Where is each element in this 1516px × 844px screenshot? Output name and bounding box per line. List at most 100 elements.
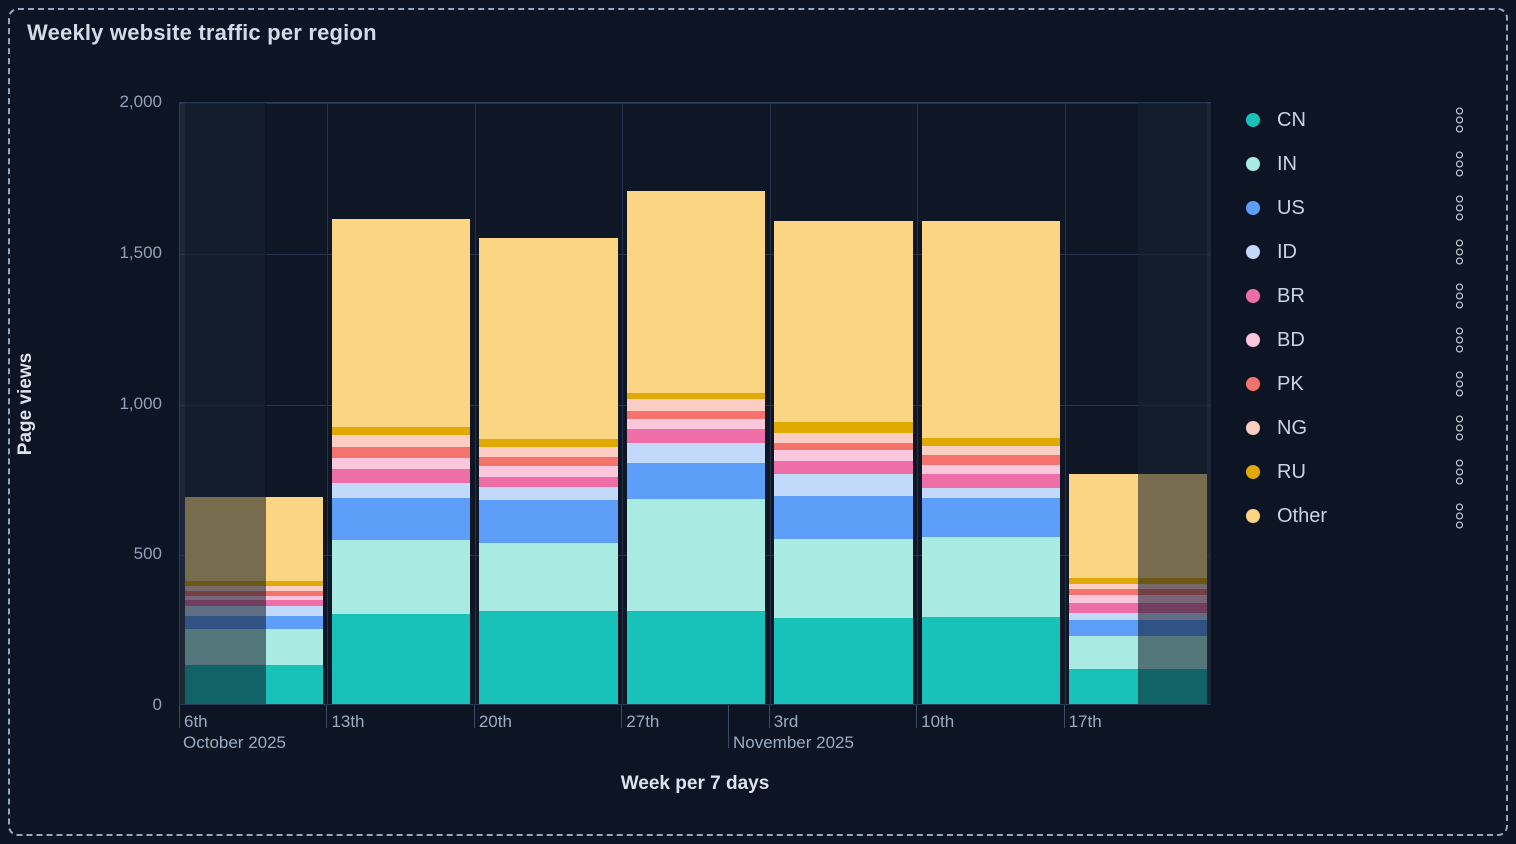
- kebab-menu-icon[interactable]: [1454, 369, 1465, 400]
- bar-segment-PK-20th[interactable]: [479, 456, 618, 467]
- bar-segment-RU-20th[interactable]: [479, 438, 618, 447]
- bar-segment-RU-27th[interactable]: [626, 393, 766, 400]
- kebab-menu-icon[interactable]: [1454, 501, 1465, 532]
- kebab-menu-icon[interactable]: [1454, 325, 1465, 356]
- bar-segment-Other-13th[interactable]: [331, 219, 471, 427]
- bar-segment-US-20th[interactable]: [479, 500, 618, 543]
- legend-item-ID[interactable]: ID: [1243, 230, 1475, 274]
- bar-segment-CN-10th[interactable]: [921, 617, 1061, 704]
- bar-segment-BD-3rd[interactable]: [774, 450, 913, 462]
- kebab-dot: [1456, 468, 1463, 476]
- bar-segment-ID-3rd[interactable]: [774, 474, 913, 497]
- bar-segment-US-10th[interactable]: [921, 497, 1061, 537]
- kebab-menu-icon[interactable]: [1454, 281, 1465, 312]
- bar-segment-RU-10th[interactable]: [921, 437, 1061, 447]
- bar-segment-BD-27th[interactable]: [626, 418, 766, 429]
- bar-segment-PK-17th[interactable]: [1069, 588, 1208, 596]
- kebab-menu-icon[interactable]: [1454, 105, 1465, 136]
- kebab-menu-icon[interactable]: [1454, 149, 1465, 180]
- bar-segment-PK-13th[interactable]: [331, 446, 471, 458]
- bar-segment-CN-17th[interactable]: [1069, 669, 1208, 704]
- bar-segment-NG-27th[interactable]: [626, 399, 766, 412]
- bar-segment-US-27th[interactable]: [626, 463, 766, 500]
- bar-segment-ID-17th[interactable]: [1069, 613, 1208, 620]
- legend-item-RU[interactable]: RU: [1243, 450, 1475, 494]
- bar-segment-Other-17th[interactable]: [1069, 474, 1208, 578]
- bar-segment-BD-13th[interactable]: [331, 457, 471, 470]
- legend-item-US[interactable]: US: [1243, 186, 1475, 230]
- kebab-menu-icon[interactable]: [1454, 237, 1465, 268]
- bar-segment-BR-13th[interactable]: [331, 469, 471, 483]
- bar-segment-RU-17th[interactable]: [1069, 577, 1208, 585]
- kebab-dot: [1456, 257, 1463, 265]
- bar-segment-NG-17th[interactable]: [1069, 584, 1208, 589]
- bar-segment-PK-27th[interactable]: [626, 411, 766, 419]
- legend-item-CN[interactable]: CN: [1243, 98, 1475, 142]
- bar-segment-CN-6th[interactable]: [184, 664, 323, 704]
- bar-segment-IN-20th[interactable]: [479, 542, 618, 612]
- bar-segment-ID-13th[interactable]: [331, 482, 471, 499]
- bar-segment-ID-6th[interactable]: [184, 606, 323, 617]
- bar-segment-NG-10th[interactable]: [921, 446, 1061, 455]
- bar-segment-NG-20th[interactable]: [479, 446, 618, 457]
- legend-item-IN[interactable]: IN: [1243, 142, 1475, 186]
- bar-segment-IN-10th[interactable]: [921, 536, 1061, 618]
- bar-segment-BD-17th[interactable]: [1069, 595, 1208, 604]
- bar-segment-BR-10th[interactable]: [921, 474, 1061, 488]
- bar-segment-CN-27th[interactable]: [626, 610, 766, 704]
- bar-segment-IN-17th[interactable]: [1069, 635, 1208, 670]
- bar-segment-BR-27th[interactable]: [626, 428, 766, 443]
- bar-segment-BR-17th[interactable]: [1069, 603, 1208, 614]
- bar-segment-US-6th[interactable]: [184, 616, 323, 629]
- series-color-dot-icon: [1246, 333, 1260, 347]
- bar-segment-Other-20th[interactable]: [479, 238, 618, 439]
- bar-segment-ID-20th[interactable]: [479, 486, 618, 501]
- bar-segment-US-3rd[interactable]: [774, 496, 913, 540]
- kebab-menu-icon[interactable]: [1454, 193, 1465, 224]
- bar-segment-Other-10th[interactable]: [921, 220, 1061, 438]
- bar-segment-IN-13th[interactable]: [331, 540, 471, 614]
- bar-segment-CN-20th[interactable]: [479, 611, 618, 704]
- x-tick-week-17th: [1063, 705, 1065, 728]
- kebab-dot: [1456, 521, 1463, 529]
- bar-segment-NG-3rd[interactable]: [774, 432, 913, 443]
- y-axis-title: Page views: [15, 352, 36, 456]
- x-tick-week-13th: [326, 705, 328, 728]
- bar-segment-PK-10th[interactable]: [921, 454, 1061, 465]
- kebab-dot: [1456, 503, 1463, 511]
- bar-segment-BR-20th[interactable]: [479, 476, 618, 487]
- kebab-dot: [1456, 283, 1463, 291]
- bar-segment-BR-6th[interactable]: [184, 599, 323, 607]
- legend-label-US: US: [1277, 196, 1305, 219]
- y-tick-label-0: 0: [152, 695, 162, 714]
- legend-item-PK[interactable]: PK: [1243, 362, 1475, 406]
- legend-item-BR[interactable]: BR: [1243, 274, 1475, 318]
- bar-segment-NG-13th[interactable]: [331, 435, 471, 447]
- legend-item-NG[interactable]: NG: [1243, 406, 1475, 450]
- bar-segment-Other-6th[interactable]: [184, 497, 323, 581]
- kebab-dot: [1456, 151, 1463, 159]
- bar-segment-US-13th[interactable]: [331, 498, 471, 541]
- legend-item-Other[interactable]: Other: [1243, 494, 1475, 538]
- kebab-dot: [1456, 380, 1463, 388]
- bar-segment-CN-13th[interactable]: [331, 613, 471, 704]
- bar-segment-ID-27th[interactable]: [626, 442, 766, 464]
- legend-item-BD[interactable]: BD: [1243, 318, 1475, 362]
- kebab-menu-icon[interactable]: [1454, 413, 1465, 444]
- bar-segment-BD-20th[interactable]: [479, 466, 618, 477]
- bar-segment-IN-3rd[interactable]: [774, 539, 913, 619]
- bar-segment-IN-27th[interactable]: [626, 499, 766, 611]
- bar-segment-BD-10th[interactable]: [921, 464, 1061, 475]
- bar-segment-US-17th[interactable]: [1069, 619, 1208, 636]
- bar-segment-Other-3rd[interactable]: [774, 220, 913, 423]
- bar-segment-RU-3rd[interactable]: [774, 422, 913, 433]
- bar-segment-IN-6th[interactable]: [184, 628, 323, 665]
- bar-segment-BR-3rd[interactable]: [774, 461, 913, 475]
- gridline-v-week-2: [474, 103, 476, 704]
- bar-segment-CN-3rd[interactable]: [774, 618, 913, 704]
- bar-segment-RU-13th[interactable]: [331, 426, 471, 436]
- bar-segment-PK-3rd[interactable]: [774, 442, 913, 451]
- bar-segment-Other-27th[interactable]: [626, 190, 766, 394]
- kebab-menu-icon[interactable]: [1454, 457, 1465, 488]
- bar-segment-ID-10th[interactable]: [921, 487, 1061, 498]
